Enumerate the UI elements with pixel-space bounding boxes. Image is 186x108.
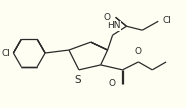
Text: Cl: Cl [1, 48, 10, 57]
Text: O: O [104, 13, 111, 22]
Text: S: S [75, 75, 81, 85]
Text: O: O [135, 47, 142, 56]
Text: Cl: Cl [162, 16, 171, 25]
Text: O: O [109, 79, 116, 88]
Text: HN: HN [107, 21, 120, 30]
